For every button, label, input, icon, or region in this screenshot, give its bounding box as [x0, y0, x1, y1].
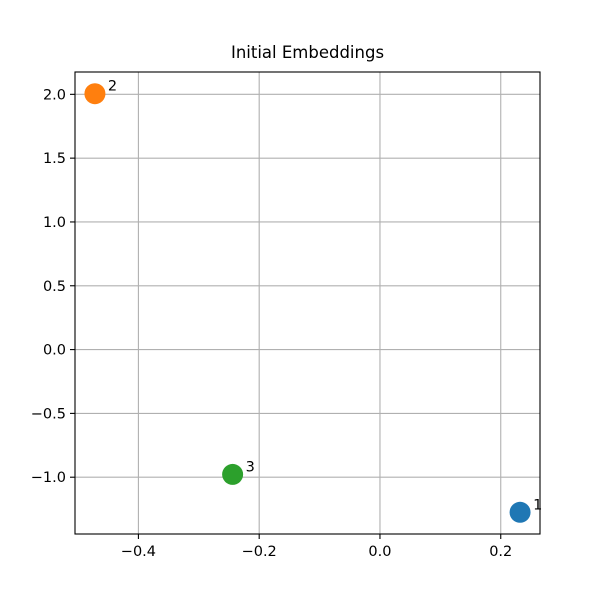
x-tick-label: 0.0 [368, 544, 391, 560]
y-tick-label: 0.0 [43, 343, 66, 359]
y-axis: −1.0 −0.5 0.0 0.5 1.0 1.5 2.0 [31, 87, 75, 486]
y-tick-label: 1.5 [43, 151, 66, 167]
y-tick-label: 1.0 [43, 215, 66, 231]
point-label-1: 1 [533, 497, 542, 513]
grid-lines [75, 72, 540, 534]
chart-title: Initial Embeddings [231, 43, 384, 62]
plot-frame [74, 71, 541, 535]
y-tick-label: 0.5 [43, 279, 66, 295]
data-point-2 [84, 83, 106, 105]
x-axis: −0.4 −0.2 0.0 0.2 [121, 534, 512, 560]
data-point-1 [509, 501, 531, 523]
x-tick-label: −0.2 [242, 544, 277, 560]
data-point-3 [222, 463, 244, 485]
x-tick-label: 0.2 [489, 544, 512, 560]
point-label-2: 2 [108, 79, 117, 95]
point-labels: 1 2 3 [108, 79, 542, 514]
y-tick-label: 2.0 [43, 87, 66, 103]
data-points [84, 83, 531, 523]
point-label-3: 3 [246, 459, 255, 475]
y-tick-label: −0.5 [31, 406, 66, 422]
x-tick-label: −0.4 [121, 544, 156, 560]
y-tick-label: −1.0 [31, 470, 66, 486]
